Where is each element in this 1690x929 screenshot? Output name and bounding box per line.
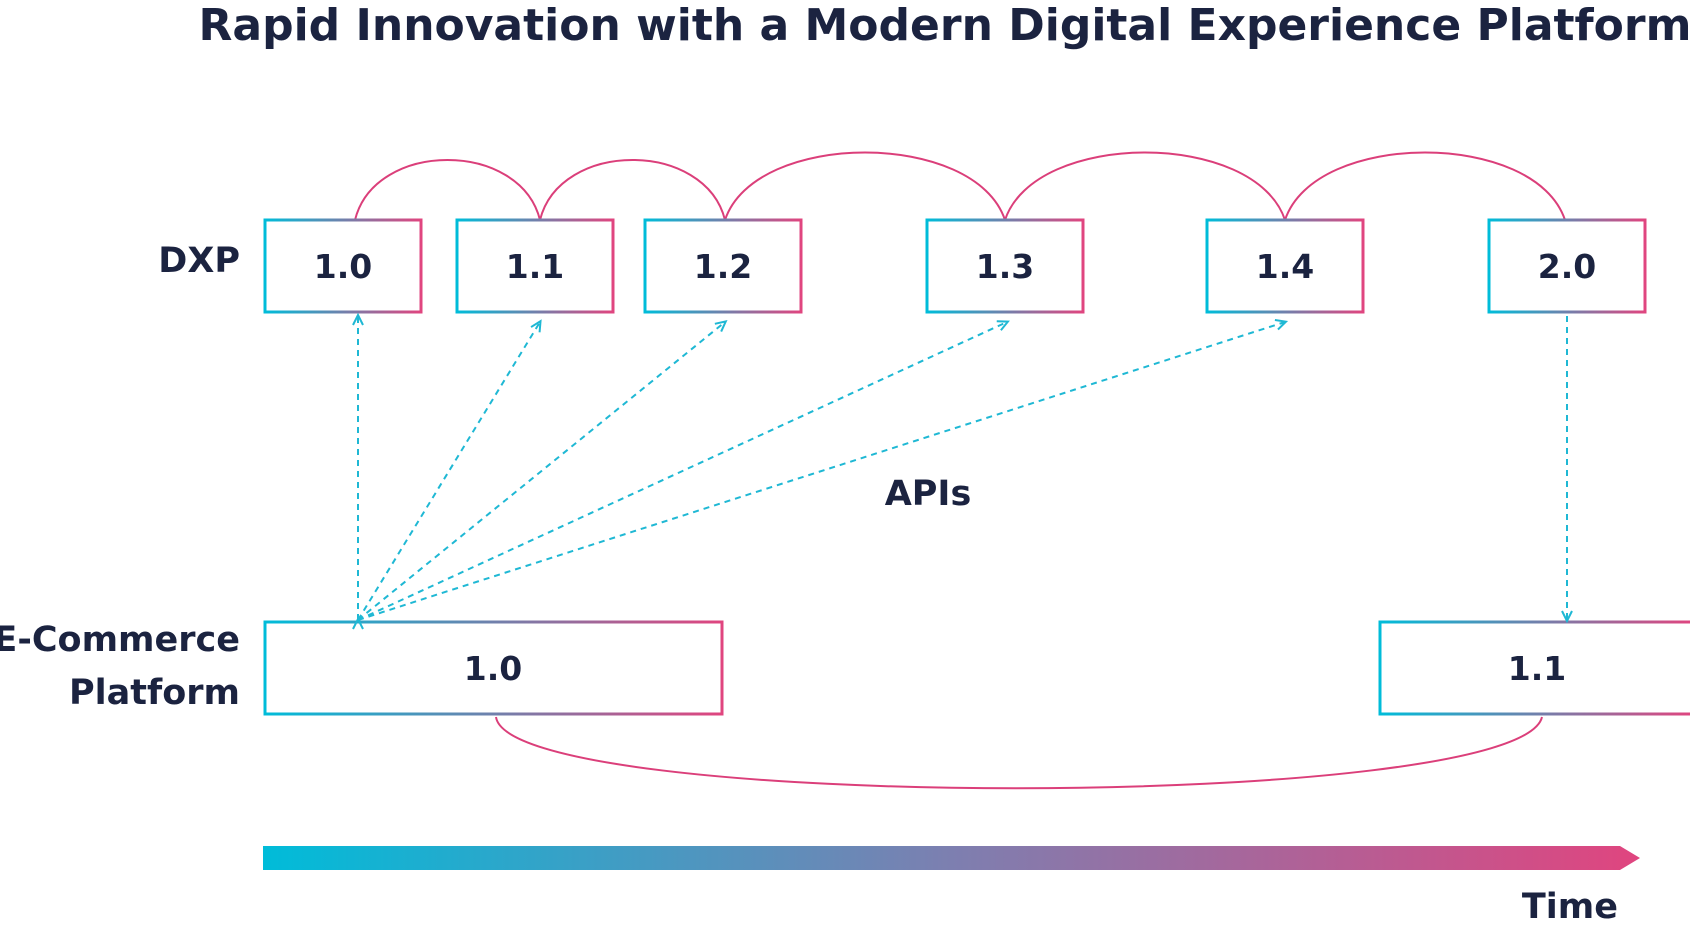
ecommerce-box-1-1: 1.1 <box>1378 620 1690 716</box>
ecommerce-row-label-line1: E-Commerce <box>0 620 240 660</box>
dxp-link-1-3-to-1-4 <box>1004 151 1286 221</box>
ecommerce-row-label-line2: Platform <box>69 673 240 713</box>
ecommerce-version-label: 1.0 <box>464 649 522 688</box>
dxp-box-2-0: 2.0 <box>1487 218 1647 314</box>
dxp-box-1-2: 1.2 <box>643 218 803 314</box>
dxp-box-1-3: 1.3 <box>925 218 1085 314</box>
dxp-version-label: 1.0 <box>314 247 372 286</box>
dxp-link-1-1-to-1-2 <box>539 159 726 221</box>
ecommerce-box-1-0: 1.0 <box>263 620 724 716</box>
dxp-version-label: 1.1 <box>506 247 564 286</box>
dxp-link-1-4-to-2-0 <box>1284 151 1566 221</box>
dxp-box-1-0: 1.0 <box>263 218 423 314</box>
api-arrow-to-dxp-1-3 <box>357 320 1010 621</box>
ecommerce-version-label: 1.1 <box>1508 649 1566 688</box>
apis-label: APIs <box>885 474 972 514</box>
dxp-link-1-0-to-1-1 <box>354 159 541 221</box>
dxp-box-1-4: 1.4 <box>1205 218 1365 314</box>
dxp-link-1-2-to-1-3 <box>724 151 1006 221</box>
dxp-version-links <box>354 151 1566 221</box>
diagram-title: Rapid Innovation with a Modern Digital E… <box>199 0 1690 51</box>
api-arrow-to-dxp-1-2 <box>357 319 728 621</box>
dxp-version-label: 1.2 <box>694 247 752 286</box>
api-arrow-to-dxp-1-1 <box>357 319 542 621</box>
api-connections <box>352 312 1573 630</box>
dxp-version-label: 2.0 <box>1538 247 1596 286</box>
time-label: Time <box>1522 887 1618 927</box>
dxp-row-label: DXP <box>158 241 240 281</box>
ecommerce-version-link <box>495 716 1543 790</box>
time-arrow <box>263 846 1640 870</box>
api-arrow-to-dxp-1-4 <box>357 319 1289 621</box>
dxp-box-1-1: 1.1 <box>455 218 615 314</box>
dxp-version-label: 1.3 <box>976 247 1034 286</box>
dxp-version-label: 1.4 <box>1256 247 1314 286</box>
